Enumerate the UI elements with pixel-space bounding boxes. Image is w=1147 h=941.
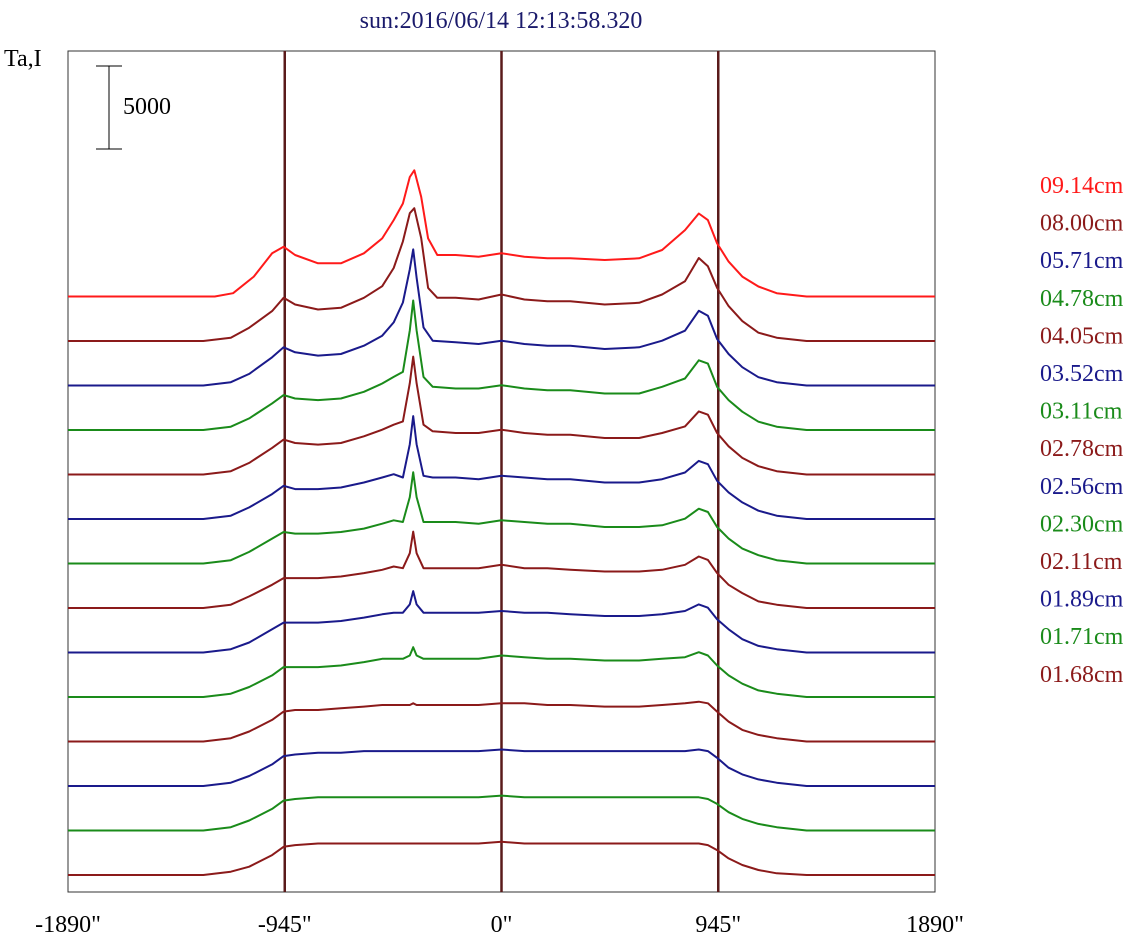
legend-entry: 04.78cm xyxy=(1040,286,1124,312)
series-layer xyxy=(68,169,935,876)
legend-entry: 02.78cm xyxy=(1040,436,1124,462)
series-line-08.00cm xyxy=(68,207,935,342)
legend-entry: 02.11cm xyxy=(1040,549,1123,575)
series-line-03.11cm xyxy=(68,471,935,565)
legend-entry: 05.71cm xyxy=(1040,248,1124,274)
x-tick-label: -945" xyxy=(258,912,312,938)
series-line-02.30cm xyxy=(68,646,935,698)
reference-lines xyxy=(283,51,720,892)
legend-entry: 02.30cm xyxy=(1040,511,1124,537)
series-line-01.89cm xyxy=(68,748,935,787)
series-line-01.68cm xyxy=(68,840,935,876)
legend: 09.14cm 08.00cm 05.71cm 04.78cm 04.05cm 03.52… xyxy=(1040,173,1124,688)
legend-entry: 09.14cm xyxy=(1040,173,1124,199)
x-tick-labels: -1890" -945" 0" 945" 1890" xyxy=(35,912,964,938)
scale-bar-label: 5000 xyxy=(123,94,171,120)
series-line-01.71cm xyxy=(68,794,935,832)
x-tick-label: 1890" xyxy=(906,912,964,938)
y-axis-label: Ta,I xyxy=(4,46,42,72)
series-line-02.78cm xyxy=(68,530,935,609)
x-tick-label: -1890" xyxy=(35,912,101,938)
legend-entry: 01.89cm xyxy=(1040,587,1124,613)
x-tick-label: 945" xyxy=(695,912,741,938)
series-line-02.11cm xyxy=(68,700,935,743)
series-line-04.05cm xyxy=(68,355,935,476)
series-line-09.14cm xyxy=(68,169,935,298)
scale-bar: 5000 xyxy=(96,65,171,150)
legend-entry: 03.11cm xyxy=(1040,399,1123,425)
series-line-03.52cm xyxy=(68,415,935,520)
legend-entry: 01.71cm xyxy=(1040,624,1124,650)
legend-entry: 01.68cm xyxy=(1040,662,1124,688)
series-line-05.71cm xyxy=(68,248,935,387)
legend-entry: 08.00cm xyxy=(1040,211,1124,237)
legend-entry: 03.52cm xyxy=(1040,361,1124,387)
series-line-04.78cm xyxy=(68,299,935,431)
legend-entry: 02.56cm xyxy=(1040,474,1124,500)
chart-title: sun:2016/06/14 12:13:58.320 xyxy=(360,8,643,34)
series-line-02.56cm xyxy=(68,590,935,654)
x-tick-label: 0" xyxy=(491,912,513,938)
legend-entry: 04.05cm xyxy=(1040,323,1124,349)
